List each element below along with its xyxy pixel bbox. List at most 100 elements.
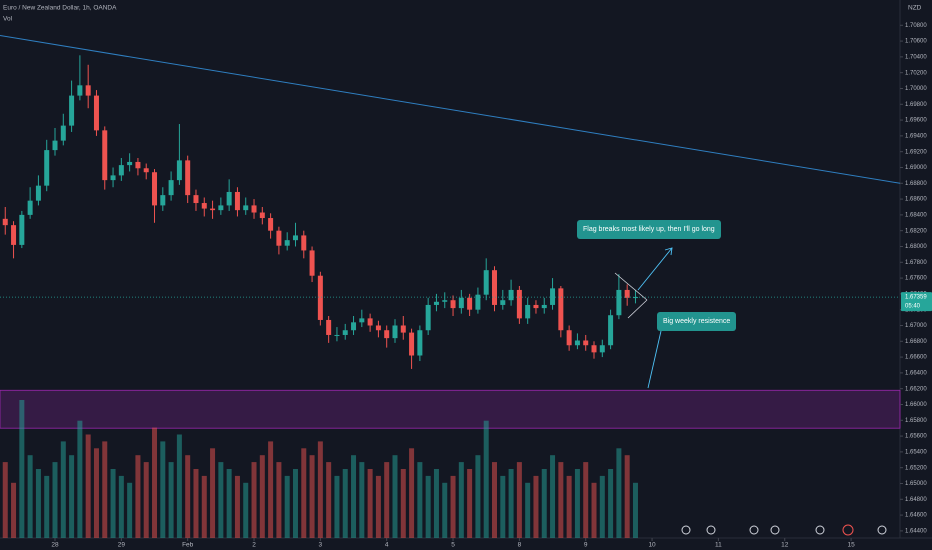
- candle-body: [599, 345, 605, 353]
- y-tick-label: 1.66800: [905, 339, 927, 345]
- candle-body: [624, 289, 630, 298]
- volume-bar: [118, 475, 124, 538]
- candle-body: [218, 205, 224, 211]
- x-tick-label: 12: [781, 542, 789, 549]
- volume-bar: [425, 475, 431, 538]
- y-tick-label: 1.65000: [905, 481, 927, 487]
- volume-bar: [384, 462, 390, 538]
- candle-body: [442, 300, 448, 302]
- candle-body: [566, 330, 572, 346]
- candle-body: [475, 294, 481, 310]
- volume-bar: [525, 482, 531, 538]
- x-tick-label: 15: [847, 542, 855, 549]
- candle-body: [483, 270, 489, 295]
- volume-bar: [143, 462, 149, 538]
- candle-body: [632, 297, 638, 299]
- volume-bar: [218, 462, 224, 538]
- candle-body: [583, 340, 589, 346]
- candle-body: [44, 150, 50, 186]
- volume-bar: [93, 448, 99, 538]
- candle-body: [301, 235, 307, 251]
- candle-body: [458, 297, 464, 309]
- volume-bar: [442, 482, 448, 538]
- volume-bar: [558, 462, 564, 538]
- candle-body: [210, 208, 216, 211]
- y-tick-label: 1.67800: [905, 260, 927, 266]
- volume-bar: [566, 475, 572, 538]
- volume-bar: [359, 462, 365, 538]
- candle-body: [591, 345, 597, 353]
- candle-body: [384, 330, 390, 339]
- chart-title: Euro / New Zealand Dollar, 1h, OANDA: [3, 5, 117, 12]
- candle-body: [326, 319, 332, 335]
- volume-bar: [210, 448, 216, 538]
- y-tick-label: 1.69600: [905, 118, 927, 124]
- volume-bar: [334, 475, 340, 538]
- countdown-label: 05:40: [905, 304, 921, 310]
- volume-bar: [475, 455, 481, 538]
- volume-bar: [292, 469, 298, 538]
- y-tick-label: 1.66000: [905, 402, 927, 408]
- candle-body: [450, 300, 456, 309]
- x-tick-label: 10: [648, 542, 656, 549]
- volume-bar: [226, 469, 232, 538]
- candle-body: [317, 275, 323, 320]
- y-tick-label: 1.70000: [905, 86, 927, 92]
- y-tick-label: 1.67000: [905, 323, 927, 329]
- candle-body: [127, 161, 133, 166]
- volume-bar: [44, 475, 50, 538]
- y-tick-label: 1.66200: [905, 386, 927, 392]
- y-tick-label: 1.69800: [905, 102, 927, 108]
- volume-bar: [608, 469, 614, 538]
- volume-bar: [110, 469, 116, 538]
- volume-bar: [550, 455, 556, 538]
- candle-body: [409, 332, 415, 356]
- volume-bar: [268, 441, 274, 538]
- trendline: [0, 35, 901, 184]
- volume-bar: [2, 462, 8, 538]
- resistance-zone: [0, 389, 901, 429]
- breakout-arrow-head: [664, 247, 673, 256]
- candle-body: [492, 270, 498, 305]
- resistance-arrow: [647, 330, 662, 389]
- volume-label: Vol: [3, 16, 13, 23]
- candle-body: [525, 304, 531, 319]
- volume-bar: [516, 462, 522, 538]
- volume-bar: [367, 469, 373, 538]
- candle-body: [93, 95, 99, 131]
- volume-bar: [541, 469, 547, 538]
- volume-bar: [317, 441, 323, 538]
- x-tick-label: 28: [51, 542, 59, 549]
- volume-bar: [467, 469, 473, 538]
- candle-body: [201, 203, 207, 209]
- candle-body: [351, 322, 357, 331]
- candle-body: [425, 304, 431, 331]
- volume-bar: [152, 427, 158, 538]
- y-tick-label: 1.64400: [905, 528, 927, 534]
- y-tick-label: 1.68200: [905, 228, 927, 234]
- x-tick-label: Feb: [182, 542, 194, 549]
- volume-bar: [417, 462, 423, 538]
- volume-bar: [301, 448, 307, 538]
- candle-body: [11, 225, 17, 245]
- candle-body: [284, 240, 290, 246]
- annotation-flag: Flag breaks most likely up, then I'll go…: [577, 220, 721, 239]
- candle-body: [359, 318, 365, 323]
- candle-body: [69, 95, 75, 126]
- candle-body: [243, 205, 249, 211]
- volume-bar: [160, 441, 166, 538]
- event-icon: [815, 525, 825, 535]
- volume-bar: [533, 475, 539, 538]
- candle-body: [467, 297, 473, 310]
- candle-body: [2, 218, 8, 226]
- candle-body: [110, 175, 116, 181]
- candle-body: [193, 195, 199, 204]
- volume-bar: [392, 455, 398, 538]
- breakout-arrow: [637, 247, 673, 291]
- event-icon: [706, 525, 716, 535]
- volume-bar: [19, 400, 25, 538]
- candle-body: [152, 172, 158, 206]
- y-tick-label: 1.67600: [905, 276, 927, 282]
- volume-bar: [85, 434, 91, 538]
